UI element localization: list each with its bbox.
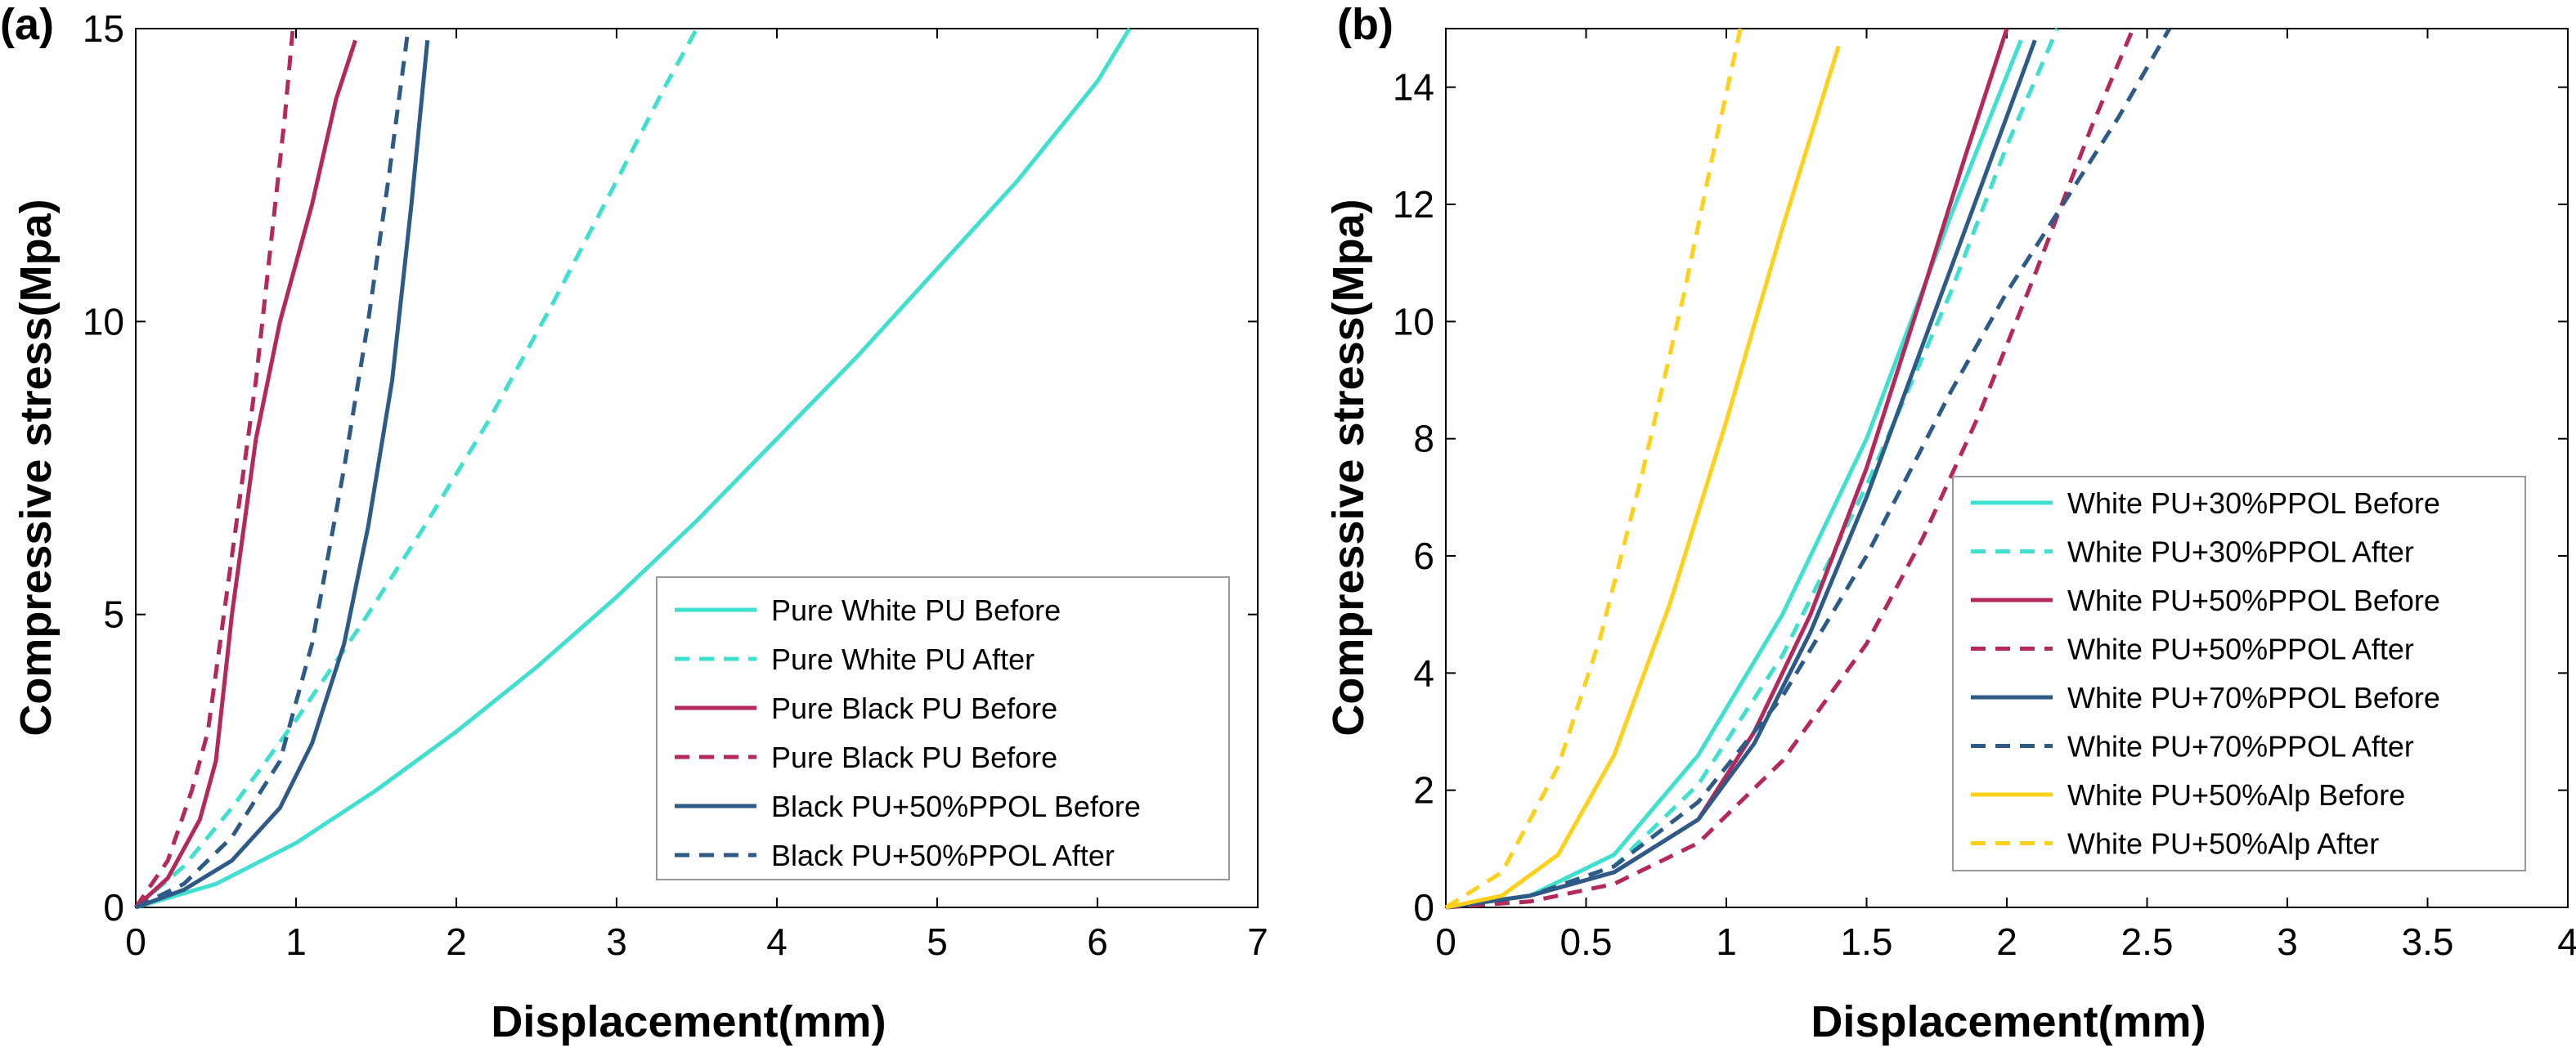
panel-a-legend-label: Pure White PU Before <box>771 593 1061 627</box>
panel-a-series-line-2 <box>134 27 699 909</box>
panel-b-legend-label: White PU+50%PPOL Before <box>2067 584 2440 617</box>
panel-b-x-tick-label: 0 <box>1435 920 1456 963</box>
panel-b-legend-label: White PU+70%PPOL Before <box>2067 681 2440 714</box>
panel-b-legend-label: White PU+30%PPOL After <box>2067 535 2414 569</box>
panel-b-x-tick-label: 2 <box>1996 920 2017 963</box>
panel-b-legend: White PU+30%PPOL Before White PU+30%PPOL … <box>1952 476 2526 871</box>
panel-a-series-line-6 <box>134 28 411 910</box>
panel-b-y-tick-label: 4 <box>1413 652 1434 694</box>
panel-b-x-tick-label: 3 <box>2277 920 2298 963</box>
panel-a-x-tick-label: 1 <box>285 920 307 963</box>
panel-b-y-tick-label: 2 <box>1413 769 1434 812</box>
panel-b-x-tick-label: 2.5 <box>2121 920 2174 963</box>
panel-a-tag: (a) <box>0 0 54 49</box>
panel-a-y-tick-label: 10 <box>83 300 124 343</box>
panel-a: (a) 0 1 2 3 4 5 6 7 0 5 10 15 Displacement(mm) Com… <box>0 0 1268 1046</box>
panel-b-legend-label: White PU+70%PPOL After <box>2067 730 2414 764</box>
panel-a-series-line-3 <box>134 39 357 909</box>
panel-b-y-tick-label: 8 <box>1413 418 1434 460</box>
panel-a-y-ticks: 0 5 10 15 <box>83 7 1258 929</box>
panel-a-x-tick-label: 0 <box>125 920 146 963</box>
panel-b-x-tick-label: 4 <box>2557 920 2576 963</box>
panel-b-x-tick-label: 3.5 <box>2402 920 2454 963</box>
panel-b-y-axis-title: Compressive stress(Mpa) <box>1324 199 1373 736</box>
panel-b-y-tick-label: 0 <box>1413 886 1434 929</box>
panel-a-x-tick-label: 2 <box>446 920 467 963</box>
panel-a-legend-label: Pure Black PU Before <box>771 741 1057 774</box>
panel-b-series-line-8 <box>1444 28 1743 910</box>
panel-a-y-tick-label: 0 <box>103 886 124 929</box>
panel-b-legend-label: White PU+30%PPOL Before <box>2067 486 2440 520</box>
panel-b-x-ticks: 0 0.5 1 1.5 2 2.5 3 3.5 4 <box>1435 29 2576 963</box>
panel-a-y-tick-label: 5 <box>103 593 124 636</box>
panel-a-x-tick-label: 6 <box>1087 920 1108 963</box>
panel-b-x-axis-title: Displacement(mm) <box>1811 997 2206 1046</box>
panel-b-x-tick-label: 0.5 <box>1560 920 1613 963</box>
panel-a-x-tick-label: 5 <box>927 920 948 963</box>
panel-b-x-tick-label: 1.5 <box>1841 920 1893 963</box>
panel-a-series-line-4 <box>133 28 295 909</box>
panel-a-legend: Pure White PU Before Pure White PU After P… <box>656 576 1230 880</box>
panel-a-legend-label: Pure White PU After <box>771 643 1034 676</box>
panel-b-legend-label: White PU+50%Alp After <box>2067 827 2379 861</box>
panel-a-legend-label: Black PU+50%PPOL Before <box>771 790 1141 823</box>
panel-b-y-tick-label: 6 <box>1413 535 1434 577</box>
panel-a-series-line-1 <box>135 27 1132 910</box>
panel-b-legend-label: White PU+50%PPOL After <box>2067 633 2414 666</box>
panel-a-series-line-5 <box>135 40 430 910</box>
panel-b-y-tick-label: 14 <box>1393 66 1434 109</box>
panel-a-legend-label: Pure Black PU Before <box>771 692 1057 725</box>
panel-b-y-ticks: 0 2 4 6 8 10 12 14 <box>1393 66 2568 929</box>
panel-b-tag: (b) <box>1337 0 1393 49</box>
panel-b-series-line-3 <box>1445 28 2009 910</box>
panel-b-legend-box <box>1952 476 2526 871</box>
panel-a-x-tick-label: 4 <box>766 920 788 963</box>
panel-a-series <box>133 27 1132 910</box>
panel-a-x-axis-title: Displacement(mm) <box>491 997 886 1046</box>
panel-b-series-line-7 <box>1445 45 1841 910</box>
panel-a-legend-label: Black PU+50%PPOL After <box>771 839 1115 872</box>
panel-b-series-line-5 <box>1445 39 2037 910</box>
panel-b-series <box>1444 27 2172 910</box>
panel-b-series-line-1 <box>1445 39 2023 910</box>
panel-b-series-line-6 <box>1445 27 2172 910</box>
panel-a-x-tick-label: 7 <box>1247 920 1268 963</box>
panel-a-x-ticks: 0 1 2 3 4 5 6 7 <box>125 29 1268 963</box>
panel-a-y-tick-label: 15 <box>83 7 124 50</box>
panel-b-x-tick-label: 1 <box>1716 920 1737 963</box>
panel-b-y-tick-label: 10 <box>1393 300 1434 343</box>
panel-b-y-tick-label: 12 <box>1393 183 1434 226</box>
panel-b-series-line-2 <box>1445 28 2059 910</box>
panel-a-legend-box <box>656 576 1230 880</box>
panel-b-legend-label: White PU+50%Alp Before <box>2067 778 2405 812</box>
panel-a-plot-frame <box>135 28 1259 908</box>
panel-b-series-line-4 <box>1445 28 2135 910</box>
panel-a-x-tick-label: 3 <box>606 920 627 963</box>
panel-b: (b) 0 0.5 1 1.5 2 2.5 3 3.5 4 0 2 4 6 8 10 12 14 Displa… <box>1324 0 2576 1046</box>
panel-a-y-axis-title: Compressive stress(Mpa) <box>11 199 61 736</box>
